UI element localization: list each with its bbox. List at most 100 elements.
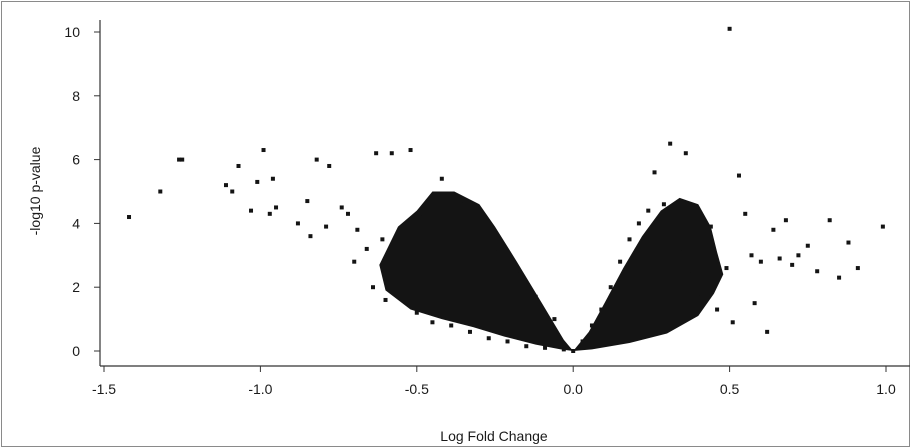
- data-point: [683, 151, 688, 156]
- data-point: [180, 157, 185, 162]
- data-point: [236, 163, 241, 168]
- data-point: [295, 221, 300, 226]
- data-point: [486, 336, 491, 341]
- data-point: [652, 170, 657, 175]
- x-tick-label: 0.0: [563, 381, 583, 397]
- data-point: [514, 272, 519, 277]
- data-point: [255, 179, 260, 184]
- data-point: [880, 224, 885, 229]
- data-point: [730, 320, 735, 325]
- x-tick-label: 1.0: [876, 381, 896, 397]
- data-point: [690, 272, 695, 277]
- data-point: [543, 345, 548, 350]
- data-point: [677, 250, 682, 255]
- y-tick-label: 8: [72, 88, 80, 104]
- data-point: [414, 310, 419, 315]
- data-point: [636, 221, 641, 226]
- data-point: [408, 148, 413, 153]
- data-point: [327, 163, 332, 168]
- data-point: [708, 224, 713, 229]
- data-point: [458, 202, 463, 207]
- data-point: [308, 234, 313, 239]
- point-cloud-left: [379, 191, 574, 351]
- data-point: [477, 224, 482, 229]
- data-point: [383, 297, 388, 302]
- data-point: [270, 176, 275, 181]
- x-tick-label: -1.5: [92, 381, 116, 397]
- y-tick-label: 6: [72, 152, 80, 168]
- data-point: [223, 183, 228, 188]
- data-point: [758, 259, 763, 264]
- data-point: [261, 148, 266, 153]
- data-point: [380, 237, 385, 242]
- data-point: [561, 347, 566, 352]
- y-tick-label: 2: [72, 279, 80, 295]
- data-point: [815, 269, 820, 274]
- x-tick-label: -1.0: [248, 381, 272, 397]
- data-point: [796, 253, 801, 258]
- data-point: [589, 323, 594, 328]
- data-point: [305, 199, 310, 204]
- data-point: [158, 189, 163, 194]
- y-axis-title: -log10 p-value: [27, 146, 43, 235]
- data-point: [364, 246, 369, 251]
- y-tick-label: 4: [72, 215, 80, 231]
- point-cloud-right: [573, 197, 724, 351]
- data-point: [533, 294, 538, 299]
- data-point: [421, 215, 426, 220]
- data-point: [467, 329, 472, 334]
- x-tick-label: 0.5: [720, 381, 740, 397]
- data-point: [352, 259, 357, 264]
- data-point: [374, 151, 379, 156]
- data-point: [127, 215, 132, 220]
- data-point: [743, 211, 748, 216]
- data-point: [267, 211, 272, 216]
- data-point: [314, 157, 319, 162]
- data-point: [230, 189, 235, 194]
- data-point: [524, 344, 529, 349]
- data-point: [399, 262, 404, 267]
- data-point: [274, 205, 279, 210]
- data-point: [783, 218, 788, 223]
- y-axis: 0 2 4 6 8 10: [64, 20, 101, 366]
- data-point: [177, 157, 182, 162]
- data-point: [449, 323, 454, 328]
- data-point: [580, 339, 585, 344]
- data-point: [345, 211, 350, 216]
- data-point: [765, 329, 770, 334]
- data-point: [571, 349, 576, 353]
- data-point: [505, 339, 510, 344]
- data-point: [599, 307, 604, 312]
- data-point: [752, 301, 757, 306]
- data-point: [661, 202, 666, 207]
- data-point: [430, 320, 435, 325]
- y-tick-label: 0: [72, 343, 80, 359]
- data-point: [699, 291, 704, 296]
- data-point: [371, 285, 376, 290]
- data-point: [355, 227, 360, 232]
- data-point: [715, 307, 720, 312]
- data-point: [777, 256, 782, 261]
- data-point: [736, 173, 741, 178]
- data-point: [496, 246, 501, 251]
- data-point: [389, 151, 394, 156]
- data-point: [749, 253, 754, 258]
- data-point: [727, 26, 732, 31]
- data-point: [646, 208, 651, 213]
- data-point: [552, 317, 557, 322]
- data-point: [855, 266, 860, 271]
- data-point: [790, 262, 795, 267]
- data-point: [324, 224, 329, 229]
- plot-area: [127, 26, 885, 353]
- data-point: [249, 208, 254, 213]
- data-point: [837, 275, 842, 280]
- data-point: [339, 205, 344, 210]
- data-point: [439, 176, 444, 181]
- data-point: [805, 243, 810, 248]
- data-point: [846, 240, 851, 245]
- y-tick-label: 10: [64, 24, 80, 40]
- data-point: [771, 227, 776, 232]
- x-axis: -1.5 -1.0 -0.5 0.0 0.5 1.0: [92, 365, 910, 397]
- x-tick-label: -0.5: [405, 381, 429, 397]
